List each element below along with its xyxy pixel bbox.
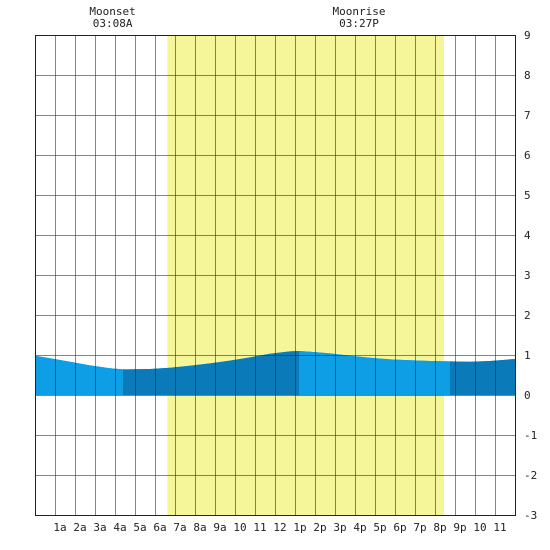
y-tick-label: 2 — [524, 309, 531, 322]
y-tick-label: 7 — [524, 109, 531, 122]
moon-event-time: 03:27P — [339, 17, 379, 30]
x-tick-label: 8p — [433, 521, 446, 534]
x-tick-label: 1p — [293, 521, 306, 534]
x-tick-label: 4a — [113, 521, 126, 534]
y-tick-label: 5 — [524, 189, 531, 202]
grid-layer — [35, 35, 516, 516]
x-tick-label: 4p — [353, 521, 366, 534]
tide-light-segment-2 — [299, 351, 450, 395]
x-tick-label: 5p — [373, 521, 386, 534]
y-tick-label: -1 — [524, 429, 537, 442]
x-tick-label: 2p — [313, 521, 326, 534]
y-tick-label: -3 — [524, 509, 537, 522]
x-tick-label: 11 — [253, 521, 266, 534]
y-tick-label: -2 — [524, 469, 537, 482]
label-layer: 1a 2a 3a 4a 5a 6a 7a 8a 9a 10 11 12 1p 2p 3p 4p 5p 6p 7p 8p… — [53, 5, 537, 534]
tide-dark-segment-5 — [450, 359, 515, 395]
x-tick-label: 6a — [153, 521, 166, 534]
y-tick-label: 8 — [524, 69, 531, 82]
x-tick-label: 1a — [53, 521, 66, 534]
y-tick-label: 1 — [524, 349, 531, 362]
x-tick-label: 12 — [273, 521, 286, 534]
y-tick-label: 3 — [524, 269, 531, 282]
x-tick-label: 10 — [473, 521, 486, 534]
x-tick-label: 3p — [333, 521, 346, 534]
tide-light-segment-1 — [35, 355, 123, 395]
x-tick-label: 9a — [213, 521, 226, 534]
x-tick-label: 11 — [493, 521, 506, 534]
x-tick-label: 2a — [73, 521, 86, 534]
moon-event-label: Moonrise — [333, 5, 386, 18]
x-tick-label: 9p — [453, 521, 466, 534]
x-tick-label: 5a — [133, 521, 146, 534]
x-tick-label: 10 — [233, 521, 246, 534]
moon-event-time: 03:08A — [93, 17, 133, 30]
x-tick-label: 7p — [413, 521, 426, 534]
x-tick-label: 7a — [173, 521, 186, 534]
y-tick-label: 4 — [524, 229, 531, 242]
x-tick-label: 6p — [393, 521, 406, 534]
x-tick-label: 8a — [193, 521, 206, 534]
plot-frame — [35, 35, 516, 516]
moon-event-label: Moonset — [89, 5, 135, 18]
x-tick-label: 3a — [93, 521, 106, 534]
y-tick-label: 9 — [524, 29, 531, 42]
y-tick-label: 0 — [524, 389, 531, 402]
y-tick-label: 6 — [524, 149, 531, 162]
